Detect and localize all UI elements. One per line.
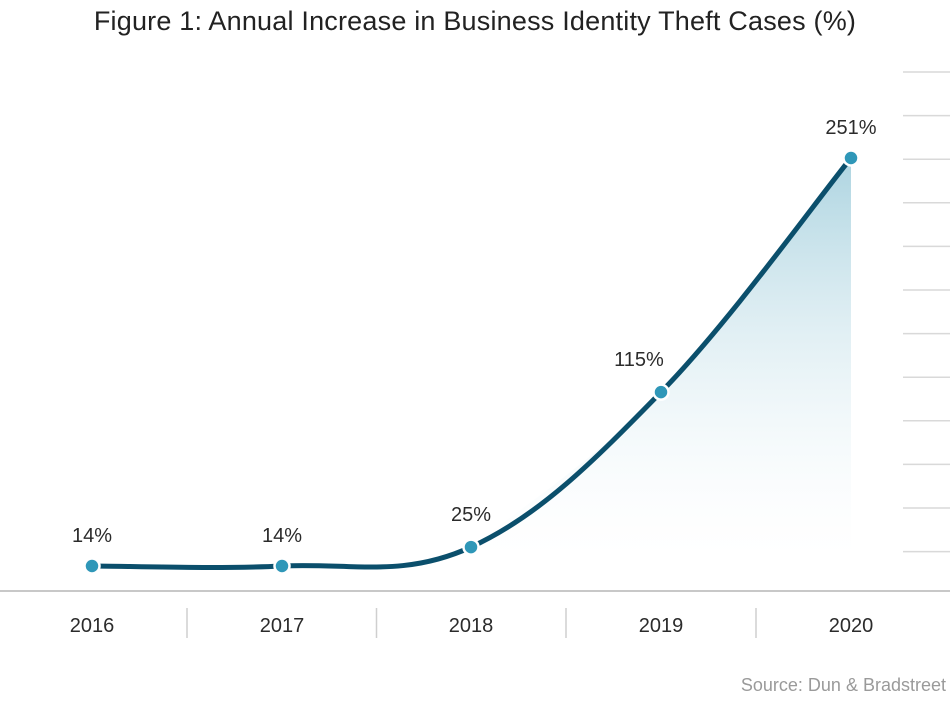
source-note: Source: Dun & Bradstreet xyxy=(740,675,946,695)
data-label-2016: 14% xyxy=(72,525,112,547)
x-tick-label-2019: 2019 xyxy=(639,615,684,637)
x-tick-label-2016: 2016 xyxy=(70,615,115,637)
x-tick-label-2018: 2018 xyxy=(449,615,494,637)
chart-title: Figure 1: Annual Increase in Business Id… xyxy=(93,6,857,36)
right-axis-ticks xyxy=(903,71,950,553)
x-tick-label-2017: 2017 xyxy=(260,615,305,637)
x-axis-separators xyxy=(186,608,757,638)
data-point-2019 xyxy=(652,383,670,401)
series-line xyxy=(89,155,854,571)
data-point-2016 xyxy=(83,557,101,575)
area-fill xyxy=(471,158,851,556)
data-label-2019: 115% xyxy=(614,349,664,371)
data-label-2017: 14% xyxy=(262,525,302,547)
data-point-2018 xyxy=(462,538,480,556)
data-point-2017 xyxy=(273,557,291,575)
data-label-2018: 25% xyxy=(451,504,491,526)
x-tick-label-2020: 2020 xyxy=(829,615,874,637)
data-point-2020 xyxy=(842,149,860,167)
data-label-2020: 251% xyxy=(825,117,876,139)
